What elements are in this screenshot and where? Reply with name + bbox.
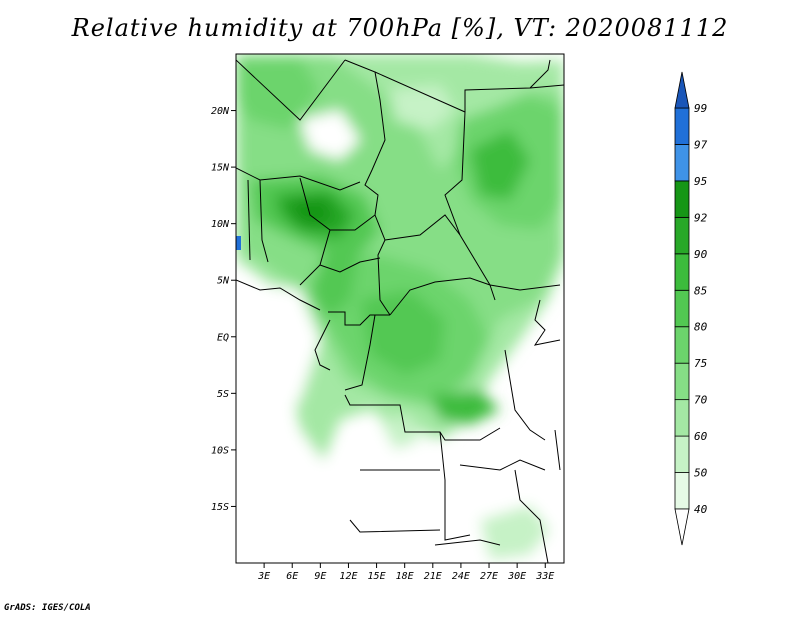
colorbar-label: 97 (694, 138, 708, 151)
lon-label: 12E (339, 571, 357, 582)
longitude-axis: 3E 6E 9E 12E 15E 18E 21E 24E 27E 30E 33E (257, 563, 554, 582)
lat-label: 15N (211, 163, 230, 174)
colorbar-label: 92 (694, 211, 708, 224)
lon-label: 15E (368, 571, 386, 582)
lat-label: 5N (217, 276, 230, 287)
humidity-field (236, 54, 564, 563)
lon-label: 21E (424, 571, 442, 582)
colorbar-band (674, 362, 690, 401)
lon-label: 24E (452, 571, 470, 582)
lat-label: 15S (211, 502, 229, 513)
colorbar-band (674, 435, 690, 473)
colorbar: 40 50 60 70 75 80 85 90 92 95 97 99 (674, 71, 708, 546)
colorbar-label: 70 (694, 394, 708, 407)
lon-label: 9E (314, 571, 326, 582)
colorbar-band (674, 472, 690, 510)
lat-label: 5S (217, 389, 229, 400)
lon-label: 27E (480, 571, 498, 582)
colorbar-label: 95 (694, 175, 707, 188)
lat-label: 20N (211, 106, 230, 117)
country-borders (236, 59, 564, 563)
colorbar-over-triangle (674, 71, 690, 109)
colorbar-band (674, 289, 690, 328)
lon-label: 3E (257, 571, 270, 582)
lon-label: 30E (507, 571, 526, 582)
colorbar-label: 85 (694, 284, 707, 297)
lon-label: 33E (535, 571, 554, 582)
colorbar-label: 75 (694, 357, 707, 370)
map-title: Relative humidity at 700hPa [%], VT: 202… (71, 14, 729, 42)
colorbar-band (674, 216, 690, 255)
colorbar-label: 99 (694, 102, 707, 115)
lat-label: 10N (211, 219, 230, 230)
latitude-axis: 20N 15N 10N 5N EQ 5S 10S 15S (211, 106, 236, 513)
colorbar-band (674, 326, 690, 364)
colorbar-band (674, 399, 690, 437)
colorbar-label: 40 (694, 503, 708, 516)
colorbar-band (674, 107, 690, 145)
lat-label: EQ (217, 332, 229, 343)
colorbar-label: 50 (694, 467, 708, 480)
colorbar-band (674, 253, 690, 291)
colorbar-label: 80 (694, 321, 708, 334)
colorbar-label: 60 (694, 430, 708, 443)
lat-label: 10S (211, 445, 229, 456)
credit-text: GrADS: IGES/COLA (4, 603, 91, 613)
colorbar-band (674, 180, 690, 218)
lon-label: 6E (286, 571, 298, 582)
colorbar-under-triangle (674, 508, 690, 546)
lon-label: 18E (396, 571, 414, 582)
colorbar-band (674, 144, 690, 182)
map-frame (235, 53, 565, 564)
colorbar-label: 90 (694, 248, 708, 261)
